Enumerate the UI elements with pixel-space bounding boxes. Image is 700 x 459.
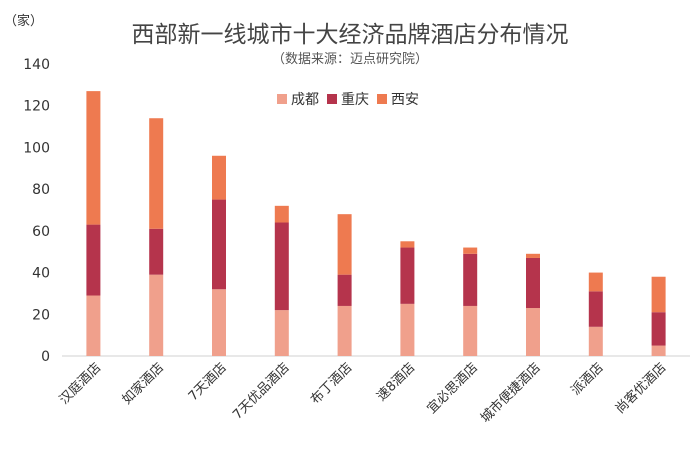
bar-segment (86, 224, 101, 296)
bar-segment (463, 305, 478, 356)
bar-segment (212, 199, 226, 290)
bar-segment (526, 257, 540, 309)
bar-segment (526, 308, 540, 356)
y-tick-label: 60 (32, 224, 50, 240)
x-tick-label: 布丁酒店 (308, 360, 355, 407)
legend-swatch (277, 94, 287, 104)
x-tick-label: 宜必思酒店 (424, 360, 481, 417)
x-tick-label: 7天优品酒店 (230, 360, 292, 422)
bar-segment (463, 247, 478, 254)
bar-segment (212, 155, 226, 200)
y-tick-label: 0 (41, 349, 50, 365)
bar-segment (149, 274, 164, 356)
bar-segment (400, 241, 415, 248)
bar-segment (400, 247, 415, 304)
bar-segment (337, 214, 352, 275)
bar-segment (274, 222, 289, 311)
bar-segment (588, 326, 603, 356)
bar-segment (149, 228, 164, 275)
x-tick-label: 城市便捷酒店 (477, 360, 543, 426)
bar-segment (337, 274, 352, 306)
bar-segment (400, 303, 415, 356)
bar-segment (651, 276, 666, 313)
y-tick-label: 140 (23, 57, 50, 73)
bar-segment (463, 253, 478, 306)
bar-segment (86, 91, 101, 225)
x-tick-label: 派酒店 (568, 360, 606, 398)
bars (86, 91, 666, 356)
legend-swatch (327, 94, 337, 104)
bar-segment (588, 272, 603, 292)
y-tick-label: 40 (32, 266, 50, 282)
chart-subtitle: （数据来源：迈点研究院） (272, 52, 428, 67)
y-tick-label: 120 (23, 99, 50, 115)
x-tick-label: 汉庭酒店 (56, 360, 104, 408)
y-tick-label: 20 (32, 307, 50, 323)
y-tick-label: 80 (32, 182, 50, 198)
legend-label: 重庆 (341, 92, 369, 108)
legend-label: 西安 (391, 92, 419, 108)
legend: 成都 重庆 西安 (277, 92, 419, 108)
bar-segment (212, 289, 226, 356)
bar-segment (651, 312, 666, 346)
bar-segment (274, 310, 289, 356)
x-tick-label: 7天酒店 (186, 360, 230, 404)
y-axis-unit-label: （家） (4, 13, 43, 29)
bar-segment (337, 305, 352, 356)
x-tick-label: 尚客优酒店 (612, 360, 669, 417)
x-tick-label: 如家酒店 (119, 360, 167, 408)
chart-title: 西部新一线城市十大经济品牌酒店分布情况 (132, 22, 569, 48)
legend-swatch (377, 94, 387, 104)
y-tick-label: 100 (23, 140, 50, 156)
bar-segment (588, 291, 603, 327)
legend-label: 成都 (291, 92, 319, 108)
bar-segment (86, 295, 101, 356)
y-axis-ticks: 0 20 40 60 80 100 120 140 (23, 57, 50, 365)
bar-segment (274, 205, 289, 223)
bar-segment (526, 253, 540, 258)
bar-segment (149, 118, 164, 229)
x-tick-label: 速8酒店 (374, 360, 418, 404)
bar-segment (651, 345, 666, 356)
